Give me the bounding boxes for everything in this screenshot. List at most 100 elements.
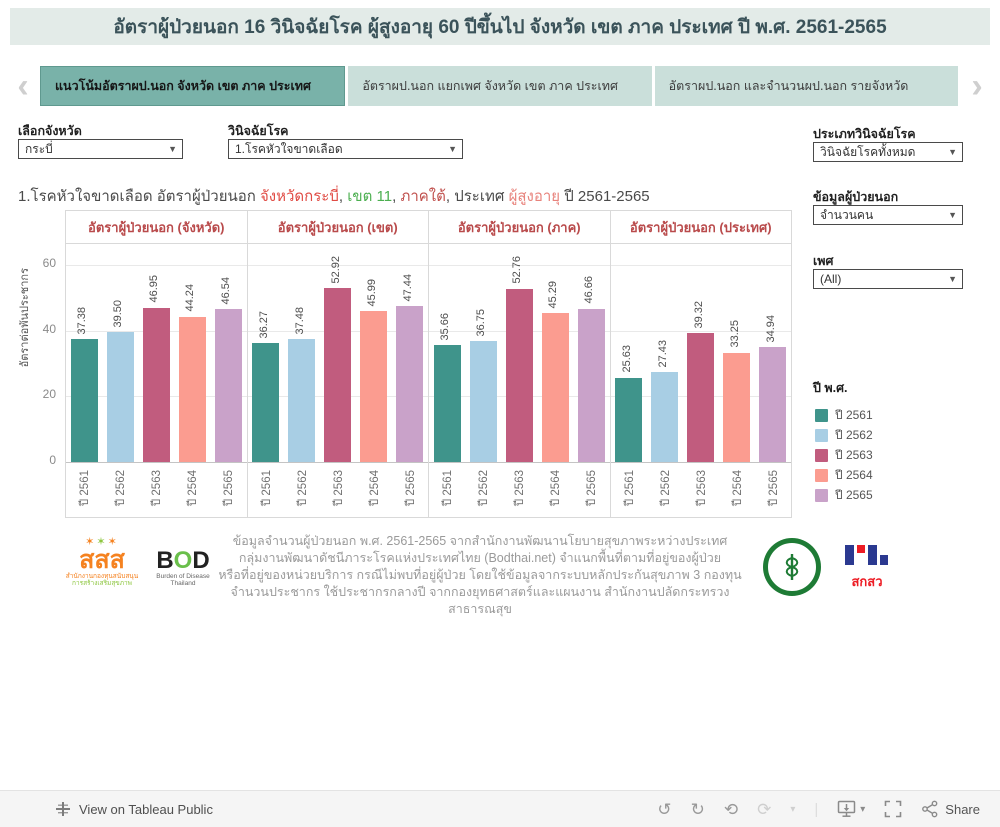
chart-panel: อัตราผู้ป่วยนอก (จังหวัด) 37.38 39.50 46.95…	[66, 211, 248, 517]
thaihealth-stars-icon: ✶✶✶	[85, 536, 119, 548]
chart-panel: อัตราผู้ป่วยนอก (เขต) 36.27 37.48 52.92 45.9…	[247, 211, 429, 517]
share-button[interactable]: Share	[921, 800, 980, 818]
tsri-logo: สกสว	[843, 545, 891, 593]
x-tick-label: ปี 2562	[478, 470, 491, 507]
patient-data-filter-label: ข้อมูลผู้ป่วยนอก	[813, 190, 899, 204]
subtitle-segment: จังหวัดกระบี่	[260, 188, 339, 205]
chevron-down-icon: ▼	[948, 210, 957, 220]
province-dropdown[interactable]: กระบี่ ▼	[18, 139, 183, 159]
bar-ปี 2564[interactable]	[360, 311, 388, 462]
tab-3[interactable]: อัตราผป.นอก และจำนวนผป.นอก รายจังหวัด	[654, 66, 958, 106]
x-tick-label: ปี 2562	[115, 470, 128, 507]
bar-ปี 2565[interactable]	[396, 306, 424, 462]
subtitle-segment: 1.โรคหัวใจขาดเลือด อัตราผู้ป่วยนอก	[18, 188, 260, 205]
tab-1[interactable]: แนวโน้มอัตราผป.นอก จังหวัด เขต ภาค ประเท…	[40, 66, 346, 106]
bod-logo: BOD Burden of Disease Thailand	[148, 549, 218, 588]
undo-icon[interactable]: ↺	[657, 799, 672, 819]
next-tab-arrow-icon[interactable]: ›	[971, 67, 983, 105]
y-tick-label: 40	[42, 321, 56, 336]
refresh-icon: ⟳	[757, 799, 772, 819]
chart-subtitle: 1.โรคหัวใจขาดเลือด อัตราผู้ป่วยนอก จังหว…	[18, 184, 650, 208]
prev-tab-arrow-icon[interactable]: ‹	[17, 67, 29, 105]
x-tick-label: ปี 2562	[659, 470, 672, 507]
fullscreen-icon[interactable]	[884, 800, 902, 818]
bar-ปี 2564[interactable]	[541, 313, 569, 462]
x-tick-label: ปี 2563	[151, 470, 164, 507]
legend-item[interactable]: ปี 2561	[813, 405, 983, 425]
panel-plot: 36.27 37.48 52.92 45.99 47.44	[248, 244, 429, 462]
bar-ปี 2563[interactable]	[142, 308, 170, 462]
subtitle-segment: เขต 11	[347, 188, 393, 205]
diagnosis-filter-label: วินิจฉัยโรค	[228, 124, 289, 138]
legend-swatch	[815, 488, 828, 502]
thaihealth-logo-text: สสส	[79, 546, 125, 574]
data-source-line: ข้อมูลจำนวนผู้ป่วยนอก พ.ศ. 2561-2565 จาก…	[232, 534, 728, 548]
thaihealth-logo: ✶✶✶ สสส สำนักงานกองทุนสนับสนุน การสร้างเ…	[60, 536, 144, 588]
bar-ปี 2565[interactable]	[759, 347, 787, 462]
bar-ปี 2561[interactable]	[70, 339, 98, 462]
bar-ปี 2564[interactable]	[178, 316, 206, 462]
x-tick-label: ปี 2565	[586, 470, 599, 507]
chevron-down-icon: ▼	[948, 147, 957, 157]
view-on-tableau-public[interactable]: View on Tableau Public	[55, 801, 213, 817]
bar-value-label: 36.75	[475, 308, 488, 337]
bar-ปี 2563[interactable]	[324, 288, 352, 462]
bar-value-label: 45.29	[547, 280, 560, 309]
bar-ปี 2561[interactable]	[615, 377, 643, 462]
legend-item[interactable]: ปี 2563	[813, 445, 983, 465]
panel-x-axis: ปี 2561 ปี 2562 ปี 2563 ปี 2564 ปี 2565	[429, 462, 610, 517]
bar-ปี 2564[interactable]	[723, 352, 751, 462]
refresh-caret-icon: ▾	[790, 803, 796, 815]
device-layout-button[interactable]: ▾	[837, 800, 865, 818]
tab-2[interactable]: อัตราผป.นอก แยกเพศ จังหวัด เขต ภาค ประเท…	[348, 66, 652, 106]
x-tick-label: ปี 2563	[332, 470, 345, 507]
bar-value-label: 39.50	[112, 299, 125, 328]
x-tick-label: ปี 2562	[296, 470, 309, 507]
tableau-toolbar: View on Tableau Public ↺ ↻ ⟲ ⟳ ▾ | ▾	[0, 790, 1000, 827]
bar-ปี 2565[interactable]	[577, 308, 605, 462]
bar-ปี 2562[interactable]	[288, 339, 316, 462]
diagnosis-type-filter-label: ประเภทวินิจฉัยโรค	[813, 127, 916, 141]
redo-icon[interactable]: ↻	[690, 799, 705, 819]
subtitle-segment: ,	[392, 188, 401, 205]
bar-ปี 2563[interactable]	[505, 288, 533, 462]
chevron-down-icon: ▼	[168, 144, 177, 154]
diagnosis-dropdown[interactable]: 1.โรคหัวใจขาดเลือด ▼	[228, 139, 463, 159]
bar-ปี 2562[interactable]	[106, 332, 134, 462]
sex-dropdown[interactable]: (All) ▼	[813, 269, 963, 289]
x-tick-label: ปี 2564	[368, 470, 381, 507]
bar-value-label: 36.27	[257, 310, 270, 339]
panel-plot: 37.38 39.50 46.95 44.24 46.54	[66, 244, 247, 462]
y-axis-ticks: 0 20 40 60	[28, 210, 60, 518]
bar-value-label: 34.94	[764, 314, 777, 343]
panel-title: อัตราผู้ป่วยนอก (ประเทศ)	[610, 211, 791, 244]
year-legend: ปี พ.ศ. ปี 2561 ปี 2562 ปี 2563 ปี 2564 ปี 2…	[813, 378, 983, 505]
bar-ปี 2562[interactable]	[651, 372, 679, 462]
bar-value-label: 46.95	[148, 275, 161, 304]
legend-items: ปี 2561 ปี 2562 ปี 2563 ปี 2564 ปี 2565	[813, 405, 983, 505]
thaihealth-logo-subtext2: การสร้างเสริมสุขภาพ	[72, 580, 132, 587]
patient-data-dropdown[interactable]: จำนวนคน ▼	[813, 205, 963, 225]
x-tick-label: ปี 2565	[223, 470, 236, 507]
legend-item[interactable]: ปี 2565	[813, 485, 983, 505]
panel-x-axis: ปี 2561 ปี 2562 ปี 2563 ปี 2564 ปี 2565	[247, 462, 428, 517]
tsri-logo-text: สกสว	[851, 574, 883, 589]
chevron-down-icon: ▼	[948, 274, 957, 284]
x-tick-label: ปี 2563	[695, 470, 708, 507]
bar-ปี 2565[interactable]	[214, 309, 242, 462]
bar-ปี 2563[interactable]	[687, 333, 715, 462]
legend-item[interactable]: ปี 2564	[813, 465, 983, 485]
legend-item[interactable]: ปี 2562	[813, 425, 983, 445]
panel-title: อัตราผู้ป่วยนอก (จังหวัด)	[66, 211, 247, 244]
bar-value-label: 27.43	[656, 339, 669, 368]
panel-x-axis: ปี 2561 ปี 2562 ปี 2563 ปี 2564 ปี 2565	[66, 462, 247, 517]
legend-label: ปี 2564	[835, 467, 873, 482]
bar-ปี 2561[interactable]	[252, 343, 280, 462]
diagnosis-type-dropdown[interactable]: วินิจฉัยโรคทั้งหมด ▼	[813, 142, 963, 162]
bar-ปี 2562[interactable]	[469, 341, 497, 462]
sex-dropdown-value: (All)	[820, 272, 842, 286]
reset-icon[interactable]: ⟲	[723, 799, 739, 819]
bar-ปี 2561[interactable]	[433, 345, 461, 462]
x-tick-label: ปี 2564	[731, 470, 744, 507]
